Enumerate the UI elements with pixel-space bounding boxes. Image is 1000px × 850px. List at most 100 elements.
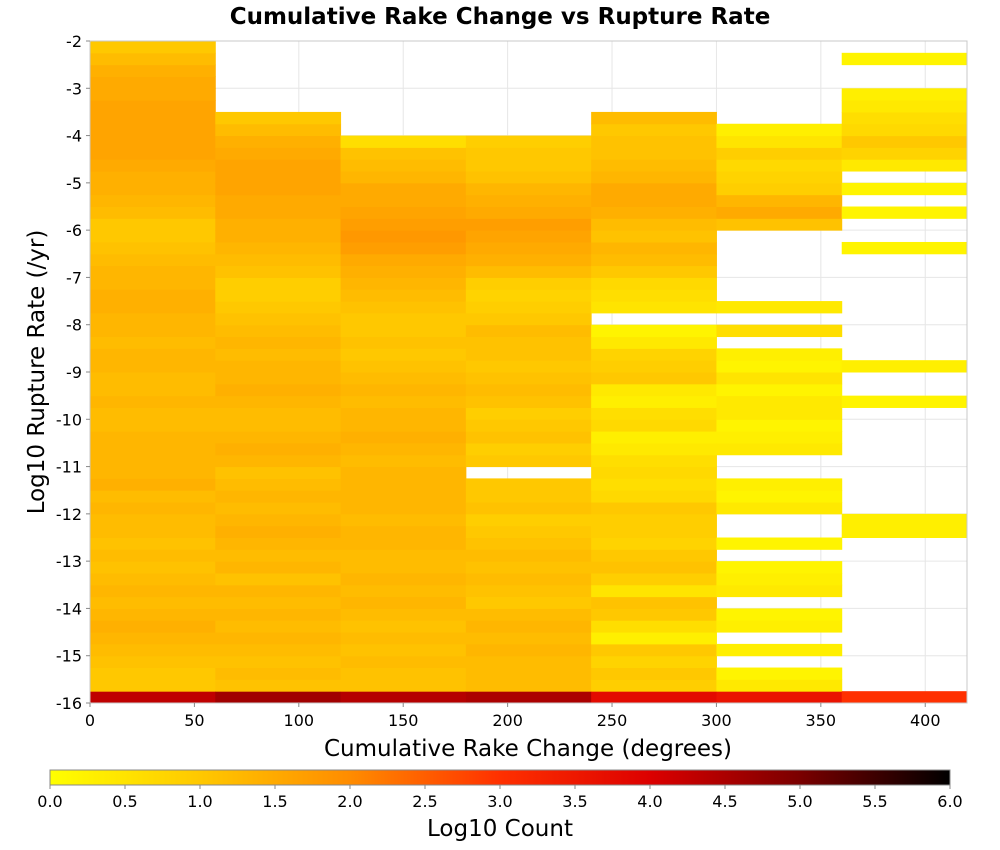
heatmap-cell bbox=[716, 159, 843, 172]
heatmap-cell bbox=[90, 572, 216, 586]
heatmap-cell bbox=[465, 442, 592, 456]
heatmap-cell bbox=[465, 667, 592, 680]
heatmap-cell bbox=[591, 620, 717, 633]
heatmap-cell bbox=[90, 395, 216, 408]
x-tick-label: 200 bbox=[492, 711, 523, 730]
heatmap-cell bbox=[215, 182, 342, 196]
heatmap-cell bbox=[90, 111, 216, 125]
colorbar-tick-label: 2.5 bbox=[412, 792, 437, 811]
heatmap-cell bbox=[591, 549, 717, 562]
heatmap-cells bbox=[90, 41, 968, 704]
heatmap-cell bbox=[591, 596, 717, 609]
heatmap-cell bbox=[465, 525, 592, 538]
heatmap-cell bbox=[841, 88, 968, 101]
heatmap-cell bbox=[90, 383, 216, 397]
heatmap-cell bbox=[465, 537, 592, 550]
heatmap-cell bbox=[716, 407, 843, 420]
heatmap-cell bbox=[465, 691, 592, 704]
heatmap-cell bbox=[841, 52, 968, 66]
heatmap-cell bbox=[716, 537, 843, 550]
heatmap-cell bbox=[340, 171, 467, 184]
heatmap-cell bbox=[90, 525, 216, 538]
heatmap-cell bbox=[340, 584, 467, 598]
heatmap-cell bbox=[465, 135, 592, 148]
heatmap-cell bbox=[340, 466, 467, 479]
heatmap-cell bbox=[716, 643, 843, 657]
heatmap-cell bbox=[340, 643, 467, 657]
x-axis-label: Cumulative Rake Change (degrees) bbox=[324, 736, 732, 762]
heatmap-cell bbox=[215, 218, 342, 231]
heatmap-cell bbox=[340, 383, 467, 397]
heatmap-cell bbox=[215, 159, 342, 172]
heatmap-cell bbox=[465, 159, 592, 172]
colorbar-tick-label: 0.0 bbox=[37, 792, 62, 811]
heatmap-cell bbox=[716, 123, 843, 137]
heatmap-cell bbox=[340, 218, 467, 231]
heatmap-cell bbox=[90, 277, 216, 290]
heatmap-cell bbox=[90, 419, 216, 432]
heatmap-cell bbox=[215, 549, 342, 562]
heatmap-cell bbox=[591, 111, 717, 125]
heatmap-cell bbox=[591, 289, 717, 302]
heatmap-cell bbox=[90, 584, 216, 598]
heatmap-cell bbox=[90, 76, 216, 89]
heatmap-cell bbox=[716, 561, 843, 574]
heatmap-cell bbox=[465, 454, 592, 468]
heatmap-cell bbox=[591, 218, 717, 231]
x-tick-label: 350 bbox=[806, 711, 837, 730]
heatmap-cell bbox=[591, 679, 717, 692]
heatmap-cell bbox=[215, 466, 342, 479]
heatmap-cell bbox=[90, 100, 216, 113]
y-tick-label: -11 bbox=[56, 458, 82, 477]
heatmap-cell bbox=[591, 194, 717, 207]
heatmap-cell bbox=[340, 667, 467, 680]
heatmap-cell bbox=[841, 525, 968, 538]
heatmap-cell bbox=[90, 620, 216, 633]
heatmap-cell bbox=[591, 466, 717, 479]
heatmap-cell bbox=[215, 537, 342, 550]
heatmap-cell bbox=[465, 431, 592, 444]
heatmap-cell bbox=[465, 383, 592, 397]
heatmap-cell bbox=[215, 135, 342, 148]
heatmap-cell bbox=[340, 230, 467, 243]
heatmap-cell bbox=[465, 218, 592, 231]
heatmap-cell bbox=[340, 620, 467, 633]
heatmap-cell bbox=[90, 407, 216, 420]
heatmap-cell bbox=[340, 265, 467, 278]
heatmap-cell bbox=[215, 643, 342, 657]
heatmap-cell bbox=[841, 691, 968, 704]
heatmap-cell bbox=[716, 608, 843, 621]
heatmap-cell bbox=[465, 230, 592, 243]
heatmap-cell bbox=[90, 52, 216, 66]
heatmap-cell bbox=[90, 667, 216, 680]
heatmap-cell bbox=[841, 100, 968, 113]
heatmap-cell bbox=[90, 632, 216, 645]
heatmap-cell bbox=[465, 194, 592, 207]
heatmap-cell bbox=[841, 395, 968, 408]
x-axis-ticks: 0 50 100 150 200 250 300 350 400 bbox=[85, 703, 941, 730]
heatmap-cell bbox=[215, 478, 342, 491]
heatmap-cell bbox=[215, 655, 342, 669]
heatmap-cell bbox=[841, 159, 968, 172]
heatmap-cell bbox=[465, 395, 592, 408]
heatmap-cell bbox=[716, 584, 843, 598]
heatmap-cell bbox=[591, 490, 717, 503]
heatmap-cell bbox=[90, 537, 216, 550]
heatmap-cell bbox=[215, 584, 342, 598]
colorbar-label: Log10 Count bbox=[427, 816, 573, 842]
heatmap-cell bbox=[465, 241, 592, 255]
colorbar-tick-label: 3.5 bbox=[562, 792, 587, 811]
heatmap-cell bbox=[465, 324, 592, 338]
heatmap-cell bbox=[716, 383, 843, 397]
heatmap-cell bbox=[591, 632, 717, 645]
heatmap-cell bbox=[716, 431, 843, 444]
y-tick-label: -5 bbox=[66, 174, 82, 193]
heatmap-cell bbox=[465, 253, 592, 267]
heatmap-cell bbox=[90, 41, 216, 54]
heatmap-cell bbox=[591, 513, 717, 527]
heatmap-cell bbox=[716, 667, 843, 680]
heatmap-cell bbox=[215, 253, 342, 267]
heatmap-cell bbox=[90, 194, 216, 207]
heatmap-cell bbox=[340, 502, 467, 515]
y-tick-label: -13 bbox=[56, 552, 82, 571]
